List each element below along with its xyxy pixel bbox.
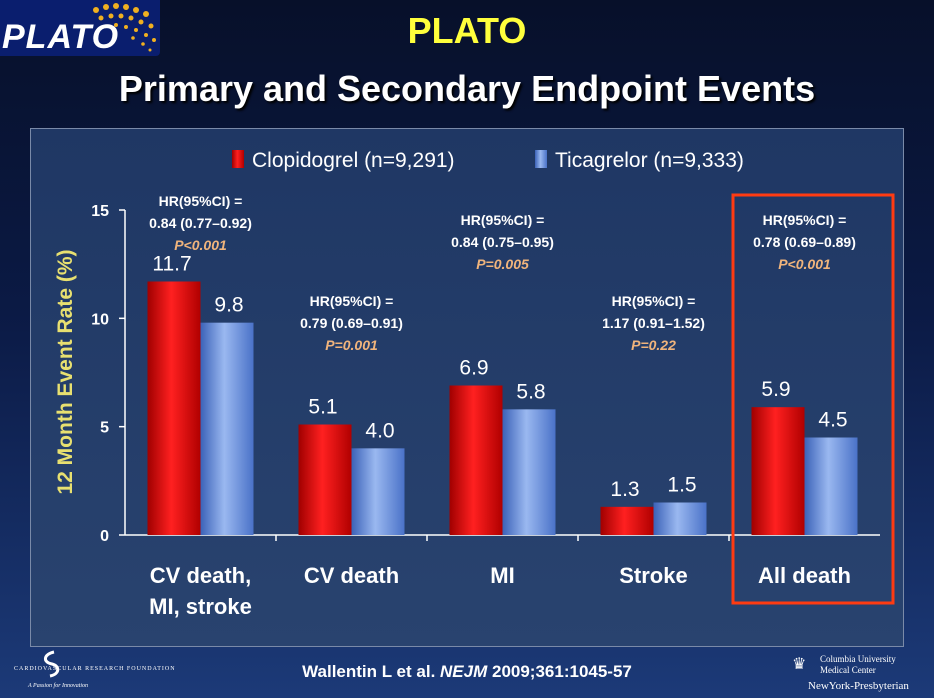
data-label: 5.1 (308, 396, 337, 419)
hr-label: HR(95%CI) = (461, 212, 545, 228)
bar-clopidogrel (751, 407, 805, 535)
x-tick-label: CV death, (150, 563, 251, 588)
hr-value: 1.17 (0.91–1.52) (602, 315, 705, 331)
columbia-logo-line2: Medical Center (820, 665, 876, 675)
plato-logo: PLATO (0, 0, 160, 56)
x-tick-label: All death (758, 563, 851, 588)
data-label: 9.8 (214, 294, 243, 317)
data-label: 1.3 (610, 478, 639, 501)
plato-logo-text: PLATO (2, 18, 120, 56)
columbia-crown-icon: ♛ (792, 656, 807, 673)
x-tick-label: CV death (304, 563, 399, 588)
hr-label: HR(95%CI) = (310, 293, 394, 309)
crf-logo-name: CARDIOVASCULAR RESEARCH FOUNDATION (14, 666, 176, 672)
p-value: P=0.005 (476, 256, 529, 272)
bar-ticagrelor (653, 502, 707, 535)
p-value: P<0.001 (778, 256, 831, 272)
legend-label-ticagrelor: Ticagrelor (n=9,333) (555, 149, 744, 172)
p-value: P=0.22 (631, 337, 676, 353)
legend-label-clopidogrel: Clopidogrel (n=9,291) (252, 149, 455, 172)
data-label: 4.0 (365, 419, 394, 442)
citation-journal: NEJM (440, 662, 488, 681)
plato-logo-dots-icon (93, 3, 156, 52)
page-subtitle: Primary and Secondary Endpoint Events (118, 68, 816, 109)
legend-swatch-ticagrelor (535, 150, 547, 168)
y-tick-label: 15 (91, 203, 109, 220)
y-tick-label: 10 (91, 311, 109, 328)
x-tick-label: Stroke (619, 563, 687, 588)
data-label: 5.8 (516, 380, 545, 403)
bar-ticagrelor (200, 322, 254, 535)
nyp-logo-text: NewYork-Presbyterian (808, 680, 909, 692)
data-label: 4.5 (818, 409, 847, 432)
data-label: 5.9 (761, 378, 790, 401)
citation-rest: 2009;361:1045-57 (487, 662, 632, 681)
page-title: PLATO (407, 10, 527, 51)
hr-label: HR(95%CI) = (612, 293, 696, 309)
y-tick-label: 0 (100, 528, 109, 545)
bar-ticagrelor (804, 437, 858, 535)
bar-ticagrelor (502, 409, 556, 535)
columbia-logo-line1: Columbia University (820, 654, 896, 664)
bar-clopidogrel (449, 385, 503, 535)
x-tick-label: MI (490, 563, 514, 588)
bar-clopidogrel (147, 281, 201, 535)
hr-value: 0.79 (0.69–0.91) (300, 315, 403, 331)
y-tick-label: 5 (100, 420, 109, 437)
crf-logo-tagline: A Passion for Innovation (28, 683, 89, 689)
legend-swatch-clopidogrel (232, 150, 244, 168)
data-label: 6.9 (459, 357, 488, 380)
hr-value: 0.78 (0.69–0.89) (753, 234, 856, 250)
x-tick-label: MI, stroke (149, 594, 252, 619)
data-label: 1.5 (667, 474, 696, 497)
hr-label: HR(95%CI) = (763, 212, 847, 228)
hr-value: 0.84 (0.77–0.92) (149, 215, 252, 231)
data-label: 11.7 (152, 253, 191, 276)
hr-label: HR(95%CI) = (159, 193, 243, 209)
y-axis-label: 12 Month Event Rate (%) (54, 249, 77, 494)
citation: Wallentin L et al. NEJM 2009;361:1045-57 (0, 662, 934, 682)
crf-logo-icon (44, 650, 60, 678)
p-value: P=0.001 (325, 337, 378, 353)
citation-authors: Wallentin L et al. (302, 662, 441, 681)
bar-clopidogrel (600, 506, 654, 535)
bar-ticagrelor (351, 448, 405, 535)
highlight-box (731, 193, 895, 605)
bar-clopidogrel (298, 424, 352, 535)
p-value: P<0.001 (174, 237, 227, 253)
hr-value: 0.84 (0.75–0.95) (451, 234, 554, 250)
